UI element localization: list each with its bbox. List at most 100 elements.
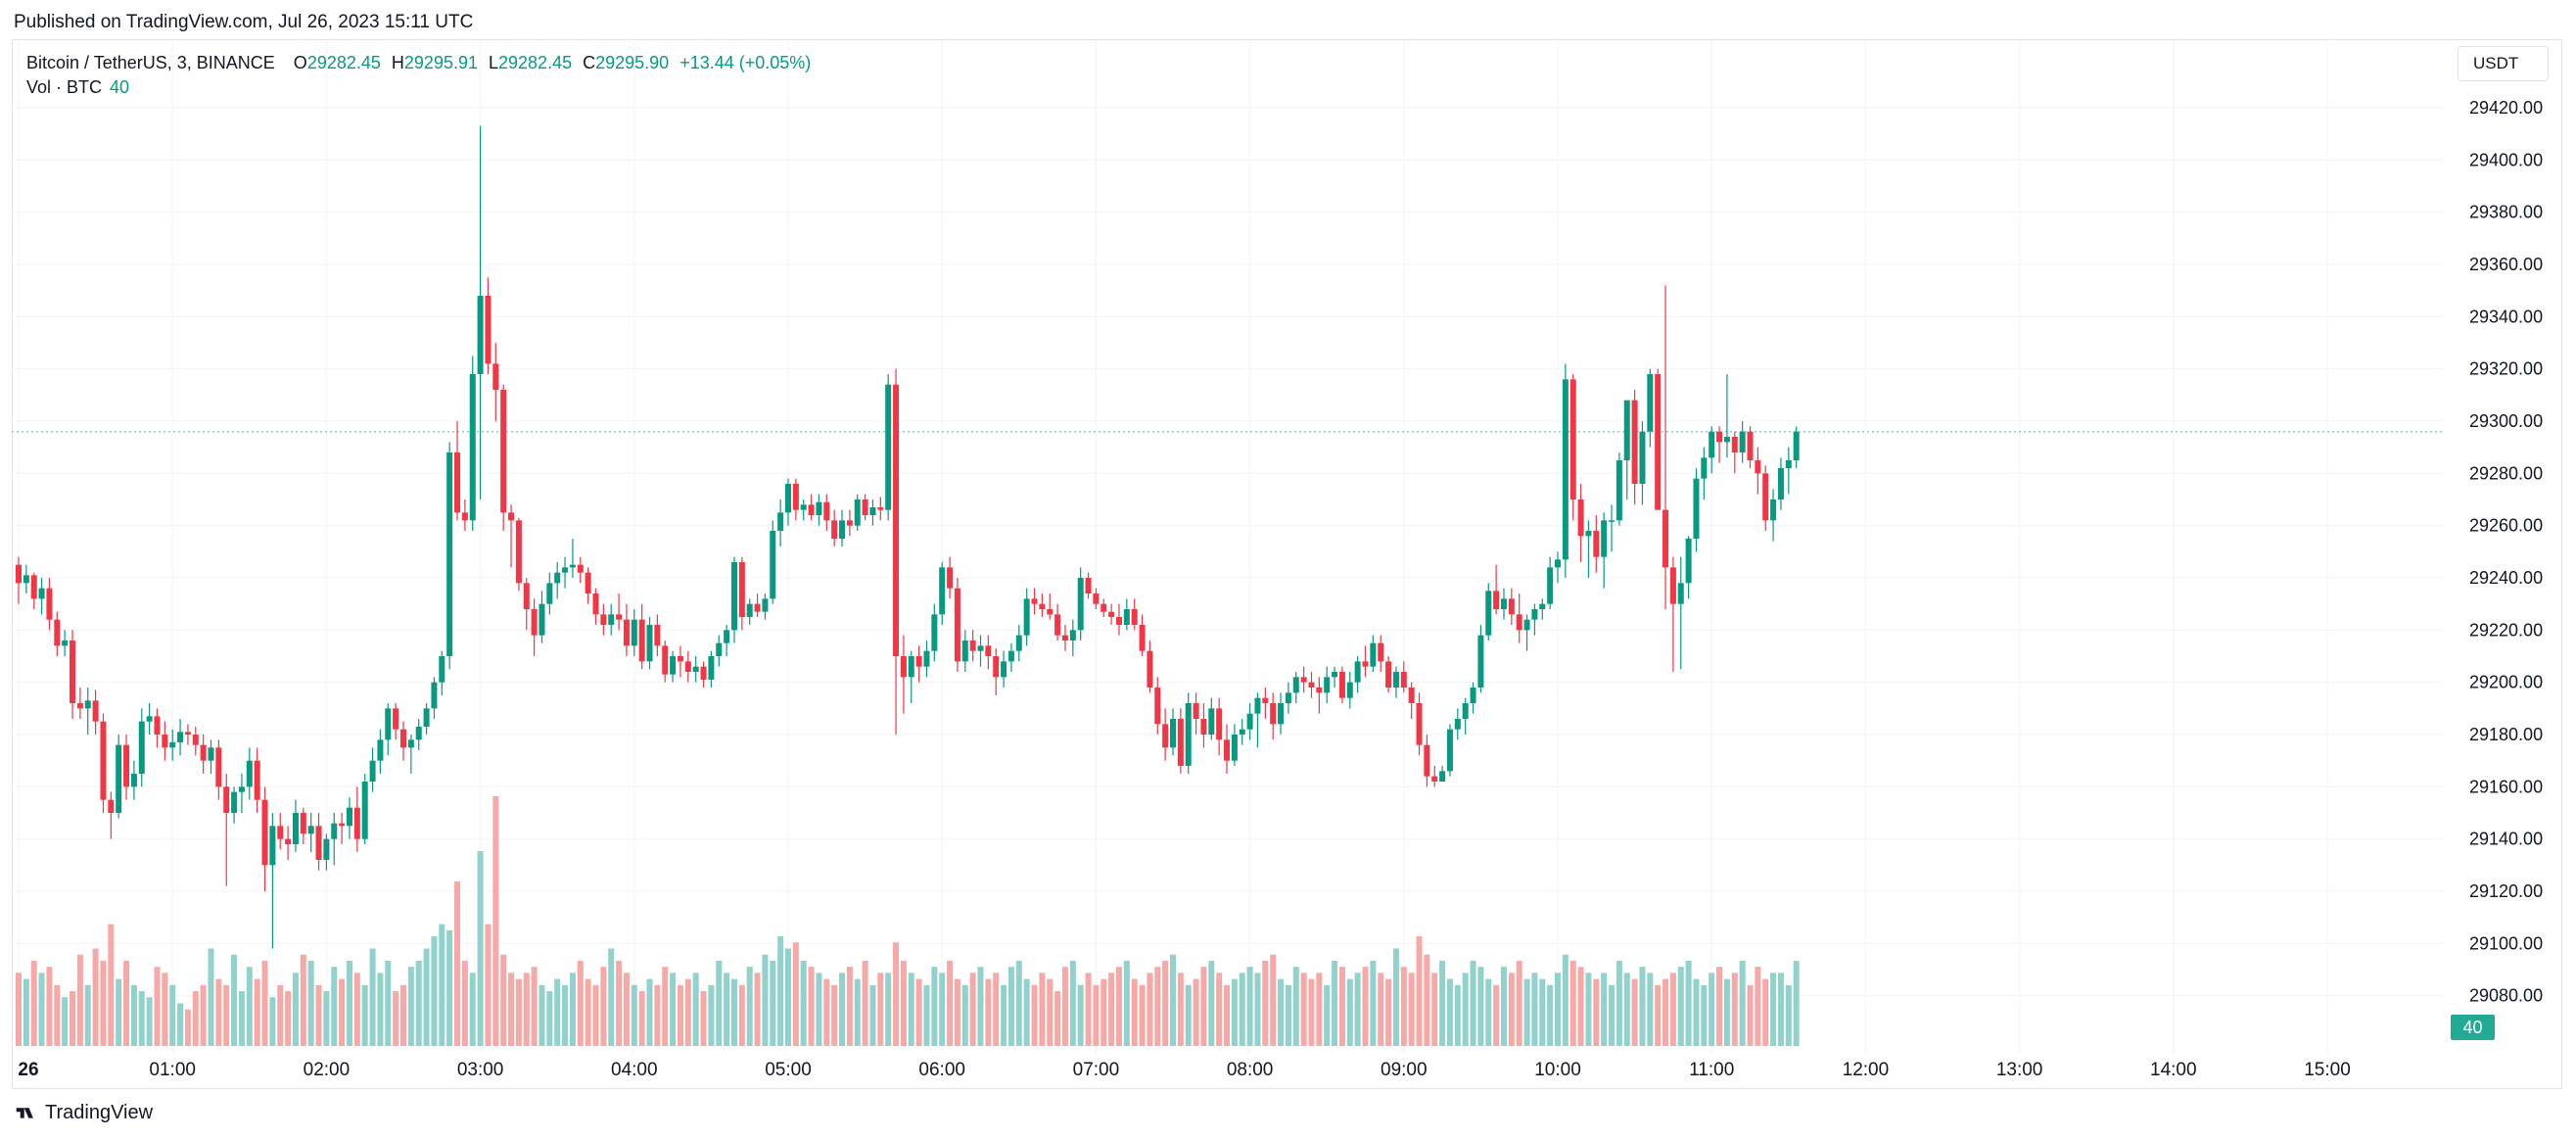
candle-body[interactable] xyxy=(38,588,45,599)
candle-body[interactable] xyxy=(1770,499,1777,521)
candle-body[interactable] xyxy=(431,682,438,709)
candle-body[interactable] xyxy=(1424,744,1430,777)
candle-body[interactable] xyxy=(116,744,122,813)
candle-body[interactable] xyxy=(1139,625,1146,651)
candle-body[interactable] xyxy=(1516,614,1522,631)
candle-body[interactable] xyxy=(770,531,776,599)
candle-body[interactable] xyxy=(1170,719,1176,748)
candle-body[interactable] xyxy=(1378,642,1384,662)
candle-body[interactable] xyxy=(246,760,253,787)
candle-body[interactable] xyxy=(1577,499,1584,537)
candle-body[interactable] xyxy=(1663,509,1669,568)
candle-body[interactable] xyxy=(54,619,61,646)
candle-body[interactable] xyxy=(369,760,376,782)
candle-body[interactable] xyxy=(1408,688,1415,703)
candle-body[interactable] xyxy=(515,520,522,584)
candle-body[interactable] xyxy=(492,363,499,390)
candle-body[interactable] xyxy=(261,799,268,866)
candle-body[interactable] xyxy=(1200,719,1207,735)
candle-body[interactable] xyxy=(1262,697,1269,703)
candle-body[interactable] xyxy=(393,708,399,730)
candle-body[interactable] xyxy=(1216,708,1223,740)
candle-body[interactable] xyxy=(1093,594,1100,604)
candle-body[interactable] xyxy=(985,645,992,656)
candle-body[interactable] xyxy=(730,562,737,631)
candle-body[interactable] xyxy=(523,583,530,609)
candle-body[interactable] xyxy=(1647,374,1654,432)
candle-body[interactable] xyxy=(1609,520,1616,522)
candle-body[interactable] xyxy=(684,661,691,672)
candle-body[interactable] xyxy=(1270,703,1277,725)
candle-body[interactable] xyxy=(646,625,653,662)
candle-body[interactable] xyxy=(1693,478,1700,539)
candle-body[interactable] xyxy=(1762,473,1769,521)
candle-body[interactable] xyxy=(923,650,930,667)
candle-body[interactable] xyxy=(16,564,22,584)
candle-body[interactable] xyxy=(46,588,53,620)
candle-body[interactable] xyxy=(439,656,445,683)
candle-body[interactable] xyxy=(1593,531,1600,557)
candle-body[interactable] xyxy=(931,614,938,651)
candle-body[interactable] xyxy=(585,572,591,594)
tradingview-brand[interactable]: TradingView xyxy=(14,1102,153,1124)
candle-body[interactable] xyxy=(1001,661,1007,678)
candle-body[interactable] xyxy=(792,484,799,510)
candle-body[interactable] xyxy=(616,614,623,620)
candle-body[interactable] xyxy=(331,823,338,839)
candle-body[interactable] xyxy=(947,567,954,589)
candle-body[interactable] xyxy=(638,619,645,662)
candle-body[interactable] xyxy=(823,501,830,521)
candle-body[interactable] xyxy=(1023,598,1030,636)
candle-body[interactable] xyxy=(1616,460,1622,521)
currency-button[interactable]: USDT xyxy=(2458,46,2549,81)
candle-body[interactable] xyxy=(1793,431,1800,460)
candle-body[interactable] xyxy=(1077,578,1084,631)
candle-body[interactable] xyxy=(76,703,83,709)
candle-body[interactable] xyxy=(238,786,245,792)
candle-body[interactable] xyxy=(1054,614,1061,636)
candle-body[interactable] xyxy=(130,774,137,787)
candle-body[interactable] xyxy=(208,747,214,761)
candle-body[interactable] xyxy=(1531,609,1538,620)
candle-body[interactable] xyxy=(831,520,838,539)
candle-body[interactable] xyxy=(908,656,914,678)
candle-body[interactable] xyxy=(92,700,99,722)
candle-body[interactable] xyxy=(1108,611,1115,617)
candle-body[interactable] xyxy=(562,567,569,573)
candle-body[interactable] xyxy=(1462,703,1469,719)
candle-body[interactable] xyxy=(900,656,907,678)
candle-body[interactable] xyxy=(1685,539,1692,584)
candle-body[interactable] xyxy=(1338,672,1345,698)
candle-body[interactable] xyxy=(993,656,1000,678)
candle-body[interactable] xyxy=(200,744,207,761)
candle-body[interactable] xyxy=(623,619,630,646)
candle-body[interactable] xyxy=(631,619,637,646)
candle-body[interactable] xyxy=(184,732,191,735)
candle-body[interactable] xyxy=(277,826,284,839)
candle-body[interactable] xyxy=(169,742,176,748)
candle-body[interactable] xyxy=(1123,609,1130,625)
candle-body[interactable] xyxy=(1185,703,1192,766)
candle-body[interactable] xyxy=(339,823,346,827)
candle-body[interactable] xyxy=(1061,635,1068,641)
volume-label[interactable]: Vol · BTC xyxy=(26,77,103,97)
candle-body[interactable] xyxy=(1300,677,1307,683)
candle-body[interactable] xyxy=(539,603,545,636)
candle-body[interactable] xyxy=(885,384,892,510)
candle-body[interactable] xyxy=(977,645,984,651)
candle-body[interactable] xyxy=(662,645,669,675)
candle-body[interactable] xyxy=(1446,729,1453,772)
candle-body[interactable] xyxy=(746,603,753,617)
candle-body[interactable] xyxy=(1477,635,1484,688)
candle-body[interactable] xyxy=(361,782,368,839)
candle-body[interactable] xyxy=(1224,739,1231,761)
candle-body[interactable] xyxy=(1539,603,1546,609)
candle-body[interactable] xyxy=(939,567,946,615)
candle-body[interactable] xyxy=(592,594,599,615)
candle-body[interactable] xyxy=(1101,603,1107,612)
candle-body[interactable] xyxy=(785,484,791,513)
candle-body[interactable] xyxy=(1246,713,1253,730)
candle-body[interactable] xyxy=(1639,431,1646,484)
candle-body[interactable] xyxy=(1085,578,1092,594)
